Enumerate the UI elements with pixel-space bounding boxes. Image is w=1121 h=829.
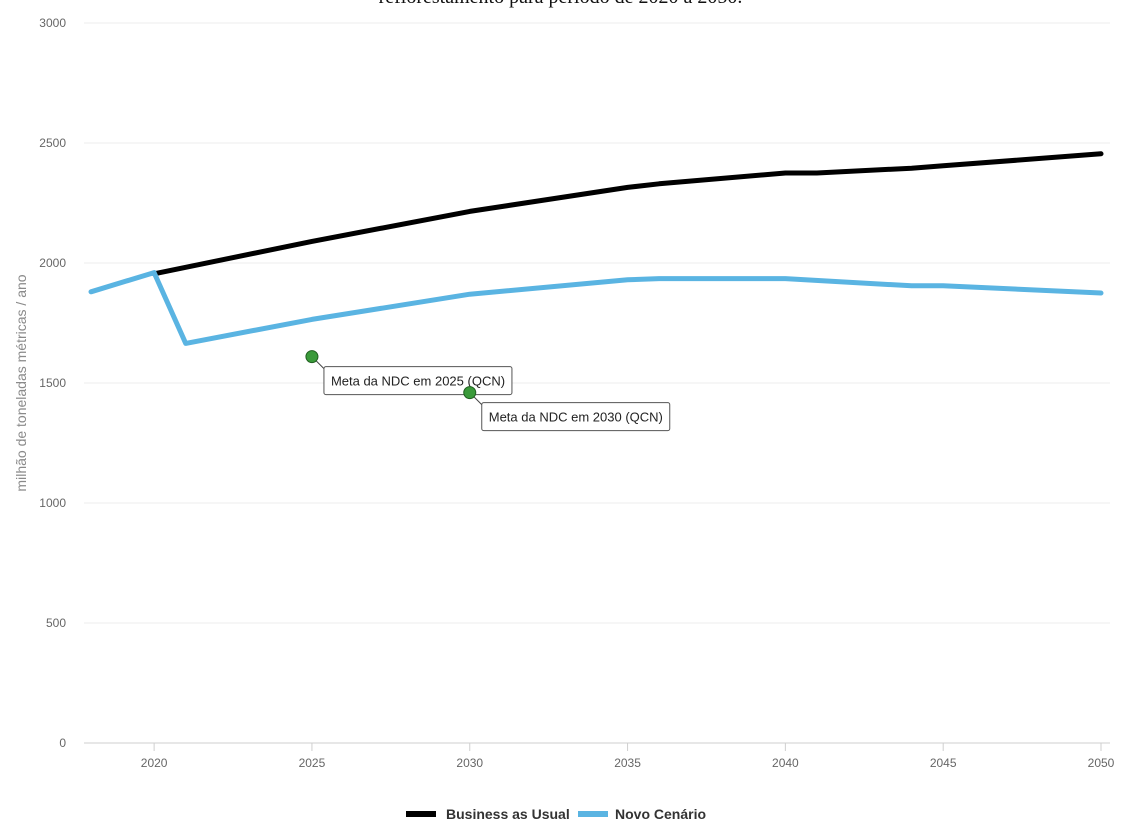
annotations: Meta da NDC em 2025 (QCN) Meta da NDC em … bbox=[305, 350, 671, 432]
x-tick-label: 2020 bbox=[141, 756, 168, 770]
legend-item-novo-cenario[interactable]: Novo Cenário bbox=[578, 806, 706, 822]
x-tick-label: 2040 bbox=[772, 756, 799, 770]
y-tick-label: 500 bbox=[46, 616, 66, 630]
legend-label: Business as Usual bbox=[446, 806, 570, 822]
annotation-marker bbox=[463, 386, 477, 400]
x-tick-label: 2035 bbox=[614, 756, 641, 770]
y-axis-ticks: 0 500 1000 1500 2000 2500 3000 bbox=[39, 16, 66, 750]
x-tick-label: 2045 bbox=[930, 756, 957, 770]
series-line-business-as-usual bbox=[151, 151, 1104, 277]
annotation-box bbox=[323, 366, 513, 396]
y-tick-label: 1000 bbox=[39, 496, 66, 510]
legend[interactable]: Business as Usual Novo Cenário bbox=[406, 806, 706, 822]
x-axis-ticks: 2020 2025 2030 2035 2040 2045 2050 bbox=[141, 743, 1115, 770]
annotation-2: Meta da NDC em 2030 (QCN) bbox=[463, 386, 671, 432]
annotation-label: Meta da NDC em 2030 (QCN) bbox=[489, 410, 663, 425]
y-tick-label: 2500 bbox=[39, 136, 66, 150]
series-line-novo-cenario bbox=[88, 270, 1104, 346]
chart-title: reflorestamento para período de 2020 a 2… bbox=[0, 0, 1121, 9]
y-tick-label: 3000 bbox=[39, 16, 66, 30]
annotation-box bbox=[481, 402, 671, 432]
y-axis-title: milhão de toneladas métricas / ano bbox=[13, 274, 29, 491]
gridlines bbox=[84, 22, 1110, 744]
series-lines bbox=[88, 151, 1104, 346]
annotation-label: Meta da NDC em 2025 (QCN) bbox=[331, 374, 505, 389]
annotation-marker bbox=[305, 350, 319, 364]
legend-item-business-as-usual[interactable]: Business as Usual bbox=[406, 806, 570, 822]
y-tick-label: 2000 bbox=[39, 256, 66, 270]
y-tick-label: 0 bbox=[59, 736, 66, 750]
annotation-1: Meta da NDC em 2025 (QCN) bbox=[305, 350, 513, 396]
legend-label: Novo Cenário bbox=[615, 806, 706, 822]
x-tick-label: 2050 bbox=[1088, 756, 1115, 770]
y-tick-label: 1500 bbox=[39, 376, 66, 390]
x-tick-label: 2025 bbox=[299, 756, 326, 770]
x-tick-label: 2030 bbox=[456, 756, 483, 770]
